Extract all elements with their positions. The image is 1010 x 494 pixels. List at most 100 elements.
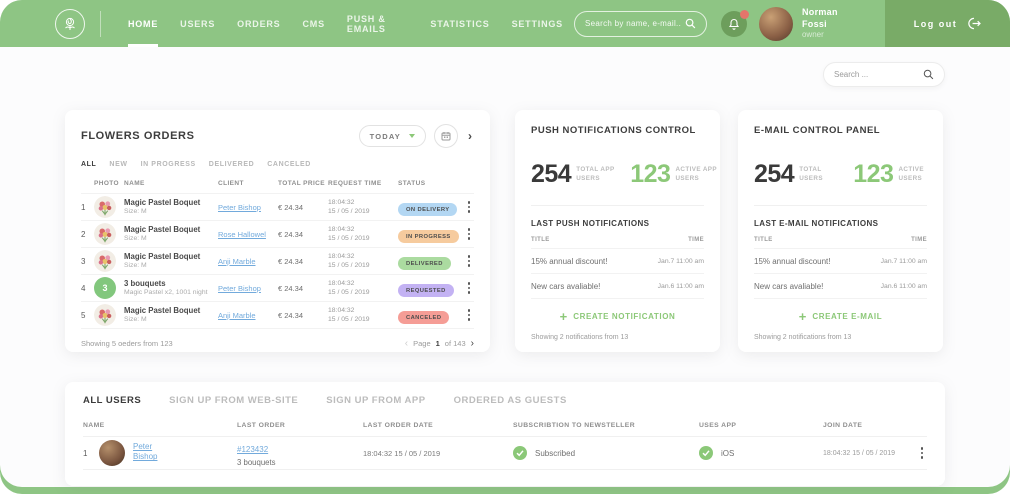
period-dropdown[interactable]: TODAY	[358, 125, 426, 147]
client-link[interactable]: Peter Bishop	[218, 202, 261, 212]
row-menu-button[interactable]	[917, 447, 927, 459]
orders-tab-in-progress[interactable]: IN PROGRESS	[140, 161, 196, 168]
brand-logo[interactable]	[55, 8, 85, 39]
users-tab-ordered-as-guests[interactable]: ORDERED AS GUESTS	[453, 395, 567, 406]
email-section-title: LAST E-MAIL NOTIFICATIONS	[754, 219, 879, 228]
order-row: 2 Magic Pastel Boquet Size: M Rose Hallowel…	[81, 220, 474, 247]
check-icon	[699, 446, 713, 460]
page-current: 1	[435, 338, 440, 348]
stat-value: 123	[630, 160, 671, 188]
notification-title: 15% annual discount!	[754, 256, 831, 266]
notification-title: New cars avaliable!	[531, 281, 601, 291]
order-product-sub: Size: M	[124, 261, 147, 269]
orders-tab-delivered[interactable]: DELIVERED	[208, 161, 255, 168]
col-client: CLIENT	[218, 180, 244, 187]
order-status-cell: ON DELIVERY	[398, 198, 464, 217]
orders-footer: Showing 5 oeders from 123 ‹ Page 1 of 14…	[81, 328, 474, 357]
order-index: 2	[81, 229, 86, 239]
nav-item-push-emails[interactable]: PUSH & EMAILS	[346, 13, 386, 34]
stat-label: TOTAL USERS	[799, 166, 823, 182]
user-avatar	[99, 440, 125, 466]
page-prev-arrow[interactable]: ‹	[404, 337, 409, 349]
email-title: E-MAIL CONTROL PANEL	[754, 125, 881, 136]
check-icon	[513, 446, 527, 460]
content-search-input[interactable]	[834, 70, 923, 79]
nav-item-home[interactable]: HOME	[117, 0, 169, 47]
pagination: ‹ Page 1 of 143 ›	[405, 338, 474, 349]
last-order-date: 18:04:32 15 / 05 / 2019	[363, 448, 441, 458]
col-join-date: JOIN DATE	[823, 422, 863, 429]
order-status-cell: DELIVERED	[398, 252, 464, 271]
create-email-label: CREATE E-MAIL	[812, 312, 883, 321]
nav-item-users[interactable]: USERS	[180, 18, 216, 29]
status-badge: IN PROGRESS	[398, 230, 459, 244]
order-photo	[94, 196, 116, 218]
order-id-link[interactable]: #123432	[237, 445, 269, 454]
row-menu-button[interactable]	[464, 255, 474, 267]
row-menu-button[interactable]	[464, 201, 474, 213]
calendar-button[interactable]	[434, 124, 458, 148]
orders-next-arrow[interactable]: ›	[468, 129, 472, 143]
notification-time: Jan.7 11:00 am	[657, 257, 704, 265]
col-name: NAME	[83, 422, 105, 429]
logout-button[interactable]: Log out	[885, 0, 1010, 47]
client-link[interactable]: Anji Marble	[218, 310, 256, 320]
user-avatar[interactable]	[758, 6, 793, 41]
notifications-button[interactable]	[720, 9, 749, 37]
orders-tab-all[interactable]: ALL	[81, 161, 97, 168]
push-title: PUSH NOTIFICATIONS CONTROL	[531, 125, 696, 136]
order-row: 1 Magic Pastel Boquet Size: M Peter Bishop €…	[81, 193, 474, 220]
nav-divider	[100, 10, 101, 37]
row-menu-button[interactable]	[464, 282, 474, 294]
users-tab-sign-up-from-web-site[interactable]: SIGN UP FROM WEB-SITE	[169, 395, 299, 406]
orders-tab-new[interactable]: NEW	[109, 161, 128, 168]
user-name: Norman Fossi	[801, 7, 838, 29]
nav-item-orders[interactable]: ORDERS	[237, 18, 281, 29]
email-panel: E-MAIL CONTROL PANEL 254 TOTAL USERS 123…	[738, 110, 943, 352]
order-product: Magic Pastel Boquet	[124, 305, 201, 315]
order-status-cell: IN PROGRESS	[398, 225, 464, 244]
email-stats: 254 TOTAL USERS 123 ACTIVE USERS	[754, 160, 927, 189]
nav-item-cms[interactable]: CMS	[302, 18, 325, 29]
push-notification-row: New cars avaliable! Jan.6 11:00 am	[531, 274, 704, 299]
navbar-search-input[interactable]	[584, 19, 685, 28]
user-name-link[interactable]: Peter Bishop	[133, 441, 158, 462]
notification-title: 15% annual discount!	[531, 256, 608, 266]
order-price: € 24.34	[278, 310, 304, 320]
col-time: TIME	[911, 237, 927, 243]
orders-tabs: ALL NEW IN PROGRESS DELIVERED CANCELED	[81, 161, 474, 168]
email-footer-text: Showing 2 notifications from 13	[754, 334, 852, 341]
navbar-search[interactable]	[573, 10, 707, 37]
content-search[interactable]	[823, 62, 945, 87]
order-photo	[94, 304, 116, 326]
users-tab-sign-up-from-app[interactable]: SIGN UP FROM APP	[326, 395, 426, 406]
push-table-header: TITLE TIME	[531, 237, 704, 249]
notification-time: Jan.7 11:00 am	[880, 257, 927, 265]
client-link[interactable]: Peter Bishop	[218, 283, 261, 293]
users-tab-all-users[interactable]: ALL USERS	[83, 395, 142, 406]
create-email-button[interactable]: + CREATE E-MAIL	[754, 310, 927, 323]
users-table-header: NAME LAST ORDER LAST ORDER DATE SUBSCRIB…	[83, 422, 927, 436]
order-time: 18:04:32 15 / 05 / 2019	[328, 306, 370, 323]
order-name: Magic Pastel Boquet Size: M	[124, 198, 218, 216]
client-link[interactable]: Rose Hallowel	[218, 229, 266, 239]
logout-label: Log out	[913, 18, 958, 29]
push-section-title: LAST PUSH NOTIFICATIONS	[531, 219, 650, 228]
nav-item-statistics[interactable]: STATISTICS	[430, 18, 490, 29]
row-menu-button[interactable]	[464, 228, 474, 240]
create-notification-button[interactable]: + CREATE NOTIFICATION	[531, 310, 704, 323]
page-total: of 143	[444, 338, 466, 348]
col-uses-app: USES APP	[699, 422, 737, 429]
order-time: 18:04:32 15 / 05 / 2019	[328, 279, 370, 296]
push-panel: PUSH NOTIFICATIONS CONTROL 254 TOTAL APP…	[515, 110, 720, 352]
nav-item-settings[interactable]: SETTINGS	[511, 18, 563, 29]
client-link[interactable]: Anji Marble	[218, 256, 256, 266]
orders-tab-canceled[interactable]: CANCELED	[267, 161, 311, 168]
order-price: € 24.34	[278, 229, 304, 239]
row-menu-button[interactable]	[464, 309, 474, 321]
order-product: Magic Pastel Boquet	[124, 224, 201, 234]
subscription-cell: Subscribed	[513, 446, 699, 460]
page-next-arrow[interactable]: ›	[470, 337, 474, 349]
